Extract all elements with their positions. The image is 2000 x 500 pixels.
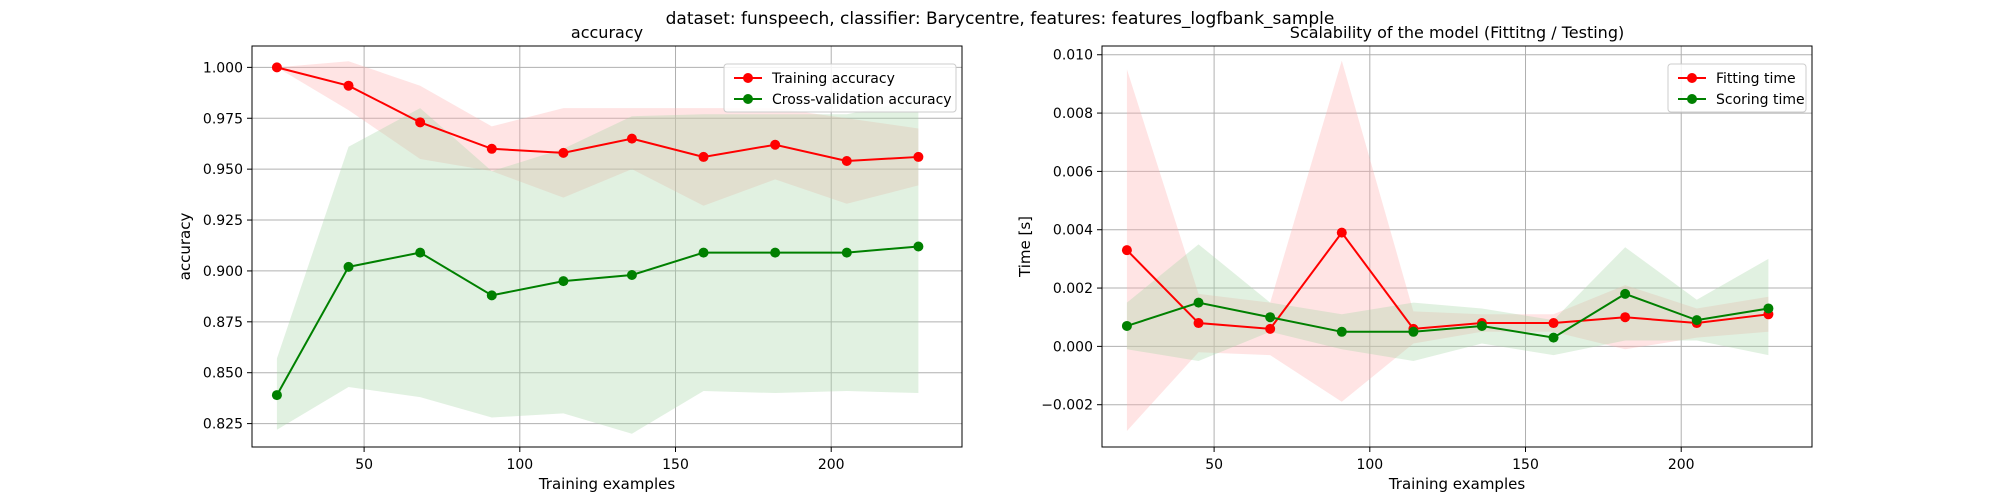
fitting-time-point bbox=[1193, 318, 1204, 329]
x-tick-label: 200 bbox=[1668, 457, 1695, 473]
scoring-time-point bbox=[1548, 332, 1559, 343]
cross-validation-accuracy-point bbox=[415, 247, 426, 258]
scoring-time-point bbox=[1193, 297, 1204, 308]
x-axis-label: Training examples bbox=[1388, 475, 1526, 493]
scoring-time-point bbox=[1763, 303, 1774, 314]
validation-band bbox=[276, 99, 919, 434]
fitting-time-point bbox=[1336, 227, 1347, 238]
training-accuracy-point bbox=[698, 151, 709, 162]
training-band bbox=[276, 61, 919, 206]
y-axis-label: Time [s] bbox=[1016, 216, 1034, 278]
training-accuracy-point bbox=[271, 62, 282, 73]
legend-marker-swatch bbox=[743, 94, 753, 104]
y-tick-label: 0.008 bbox=[1053, 106, 1093, 122]
chart-title: accuracy bbox=[571, 23, 643, 42]
y-tick-label: 0.850 bbox=[203, 366, 243, 382]
fitting-time-point bbox=[1548, 318, 1559, 329]
fitting-time-point bbox=[1121, 245, 1132, 256]
y-tick-label: 0.825 bbox=[203, 417, 243, 433]
legend-box bbox=[723, 63, 957, 113]
training-accuracy-point bbox=[415, 117, 426, 128]
fitting-time-point bbox=[1265, 323, 1276, 334]
accuracy-panel: 50 100 150 200 0.825 0.850 0.875 0.900 0.925 0.95… bbox=[176, 23, 963, 493]
legend-label: Training accuracy bbox=[771, 71, 895, 87]
cross-validation-accuracy-point bbox=[271, 390, 282, 401]
x-tick-label: 100 bbox=[506, 457, 533, 473]
y-tick-label: 0.004 bbox=[1053, 223, 1093, 239]
axes-frame bbox=[1101, 45, 1813, 448]
scoring-time-point bbox=[1265, 312, 1276, 323]
training-accuracy-line bbox=[276, 66, 919, 163]
cross-validation-accuracy-point bbox=[841, 247, 852, 258]
scoring-time-point bbox=[1476, 320, 1487, 331]
fitting-time-point bbox=[1620, 312, 1631, 323]
figure-suptitle: dataset: funspeech, classifier: Barycent… bbox=[666, 9, 1335, 29]
scoring-time-point bbox=[1408, 326, 1419, 337]
y-tick-label: 0.002 bbox=[1053, 281, 1093, 297]
cross-validation-accuracy-point bbox=[486, 290, 497, 301]
axes-frame bbox=[251, 45, 963, 448]
scoring-time-line bbox=[1126, 292, 1769, 339]
x-tick-label: 50 bbox=[1205, 457, 1223, 473]
scoring-time-point bbox=[1691, 315, 1702, 326]
y-tick-label: 0.900 bbox=[203, 264, 243, 280]
legend-label: Scoring time bbox=[1716, 92, 1805, 108]
cross-validation-accuracy-point bbox=[626, 269, 637, 280]
x-tick-label: 150 bbox=[662, 457, 689, 473]
x-tick-label: 200 bbox=[818, 457, 845, 473]
y-tick-label: 0.000 bbox=[1053, 339, 1093, 355]
cross-validation-accuracy-point bbox=[343, 261, 354, 272]
training-accuracy-point bbox=[841, 156, 852, 167]
y-tick-label: 1.000 bbox=[203, 60, 243, 76]
y-tick-label: 0.950 bbox=[203, 162, 243, 178]
x-tick-label: 100 bbox=[1356, 457, 1383, 473]
training-accuracy-point bbox=[626, 133, 637, 144]
y-axis-label: accuracy bbox=[176, 213, 194, 281]
legend-label: Fitting time bbox=[1716, 71, 1796, 87]
legend-marker-swatch bbox=[743, 73, 753, 83]
legend-marker-swatch bbox=[1687, 73, 1697, 83]
legend-marker-swatch bbox=[1687, 94, 1697, 104]
cross-validation-accuracy-point bbox=[913, 241, 924, 252]
chart-title: Scalability of the model (Fittitng / Tes… bbox=[1290, 23, 1624, 42]
cross-validation-accuracy-point bbox=[770, 247, 781, 258]
cross-validation-accuracy-point bbox=[558, 276, 569, 287]
x-tick-label: 50 bbox=[355, 457, 373, 473]
y-tick-label: 0.006 bbox=[1053, 164, 1093, 180]
legend: Training accuracy Cross-validation accura… bbox=[723, 63, 957, 113]
validation-band bbox=[1126, 244, 1769, 361]
y-tick-label: 0.925 bbox=[203, 213, 243, 229]
y-tick-label: −0.002 bbox=[1041, 398, 1093, 414]
scoring-time-point bbox=[1121, 320, 1132, 331]
cross-validation-accuracy-point bbox=[698, 247, 709, 258]
x-tick-label: 150 bbox=[1512, 457, 1539, 473]
training-band bbox=[1126, 60, 1769, 431]
x-axis-label: Training examples bbox=[538, 475, 676, 493]
y-tick-label: 0.975 bbox=[203, 111, 243, 127]
y-tick-label: 0.875 bbox=[203, 315, 243, 331]
scoring-time-point bbox=[1336, 326, 1347, 337]
training-accuracy-point bbox=[770, 139, 781, 150]
y-tick-label: 0.010 bbox=[1053, 48, 1093, 64]
cross-validation-accuracy-line bbox=[276, 245, 919, 396]
scalability-panel: 50 100 150 200 −0.002 0.000 0.002 0.004 0.006 0.0… bbox=[1016, 23, 1813, 493]
training-accuracy-point bbox=[486, 143, 497, 154]
training-accuracy-point bbox=[913, 151, 924, 162]
training-accuracy-point bbox=[558, 147, 569, 158]
training-accuracy-point bbox=[343, 80, 354, 91]
legend-label: Cross-validation accuracy bbox=[772, 92, 952, 108]
fitting-time-line bbox=[1126, 230, 1769, 330]
scoring-time-point bbox=[1620, 288, 1631, 299]
legend: Fitting time Scoring time bbox=[1667, 63, 1807, 113]
